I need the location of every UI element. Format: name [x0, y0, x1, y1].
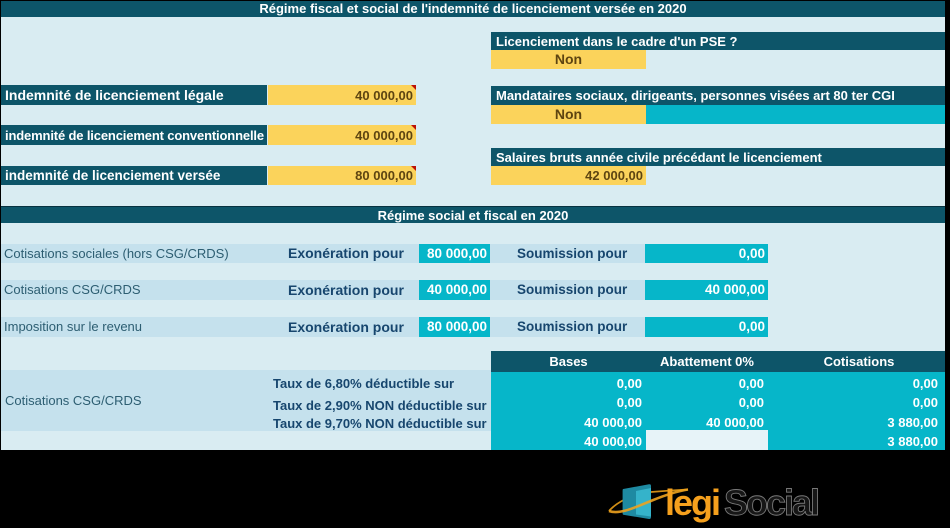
- svg-text:Social: Social: [724, 482, 818, 523]
- svg-text:legi: legi: [665, 482, 719, 523]
